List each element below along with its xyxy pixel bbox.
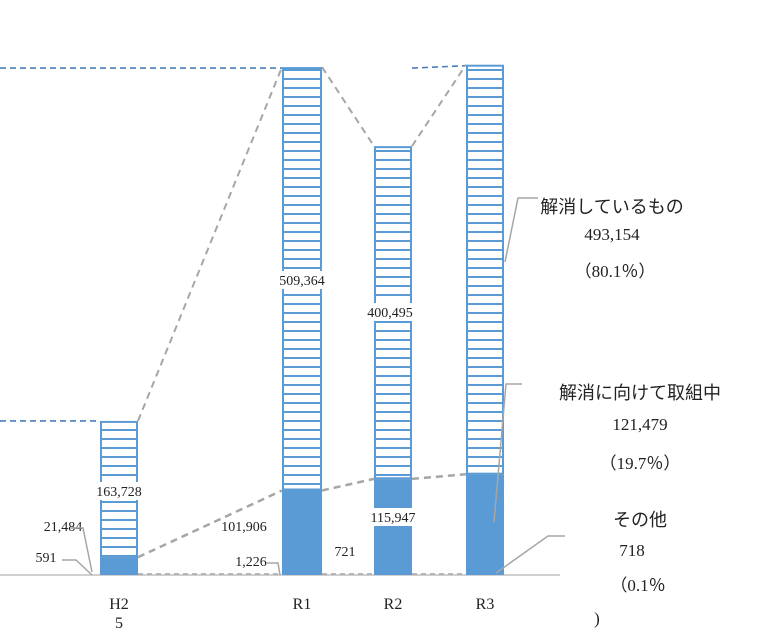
connector-solid-1 [321,477,375,492]
connector-top-2 [411,64,467,147]
bar-解消に向けて取組中-3 [466,474,504,575]
bar-解消に向けて取組中-0 [100,557,138,575]
category-label: R3 [476,596,495,613]
leader-h25-working [70,527,93,573]
bar-解消に向けて取組中-2 [374,478,412,575]
category-label-line: R1 [293,596,312,613]
leader-working [493,383,522,523]
data-label-r2-working: 115,947 [371,511,416,526]
data-label-r2-resolved: 400,495 [367,306,413,321]
category-label: R2 [384,596,403,613]
category-label: R1 [293,596,312,613]
category-label-line: H2 [109,596,129,613]
bar-解消しているもの-3 [466,64,504,475]
category-label-line: R2 [384,596,403,613]
annotation-working-name: 解消に向けて取組中 [559,383,721,404]
annotation-other-percent: （0.1％ [610,576,665,595]
data-label-r1-resolved-box [273,271,331,289]
annotation-resolved-percent: （80.1％） [575,262,656,281]
data-label-r1-resolved: 509,364 [279,274,325,289]
category-label-line: R3 [476,596,495,613]
leader-other [495,535,565,574]
connector-solid-2 [411,473,467,481]
data-label-r2-working-box [364,508,422,526]
connector-top-1 [321,66,375,147]
data-label-r1-other: 1,226 [235,555,267,570]
annotation-working-percent: （19.7％） [600,454,681,473]
data-label-r2-resolved-box [361,303,419,321]
leader-resolved [504,197,538,263]
annotation-working-value: 121,479 [612,415,667,434]
reference-line-r2-r3 [411,64,467,69]
leader-r1-other [266,562,281,576]
connector-top-0 [137,66,283,422]
annotation-other-name: その他 [613,510,667,531]
data-label-h25-other: 591 [36,551,57,566]
category-label-line: 5 [115,615,123,632]
connector-solid-0 [137,489,283,559]
data-label-r1-working: 101,906 [221,520,267,535]
data-label-h25-resolved: 163,728 [96,485,142,500]
annotation-other-value: 718 [619,541,645,560]
data-label-h25-resolved-box [90,482,148,500]
annotation-resolved-name: 解消しているもの [540,197,683,218]
bar-解消に向けて取組中-1 [282,490,322,575]
annotation-other-close: ) [594,609,600,628]
annotation-resolved-value: 493,154 [584,225,640,244]
category-label: H2 5 [109,596,129,632]
data-label-r2-other: 721 [335,545,356,560]
data-label-h25-working: 21,484 [44,520,83,535]
leader-h25-other [62,559,93,576]
